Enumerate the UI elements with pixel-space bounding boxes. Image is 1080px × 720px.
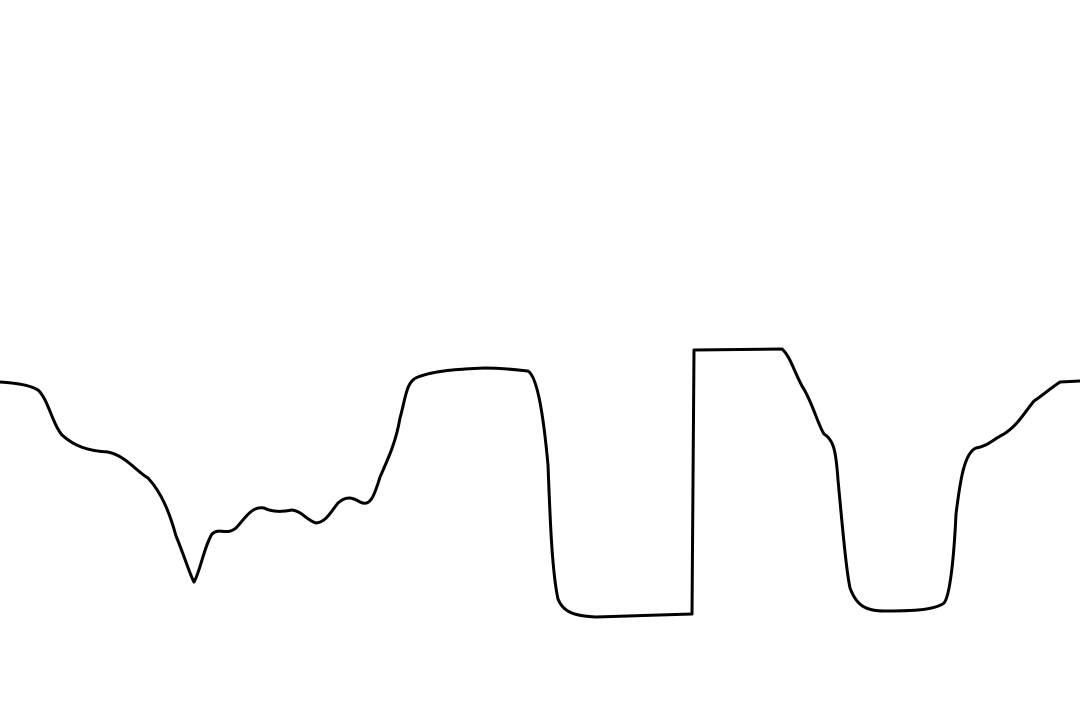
profile-line (0, 347, 1080, 619)
